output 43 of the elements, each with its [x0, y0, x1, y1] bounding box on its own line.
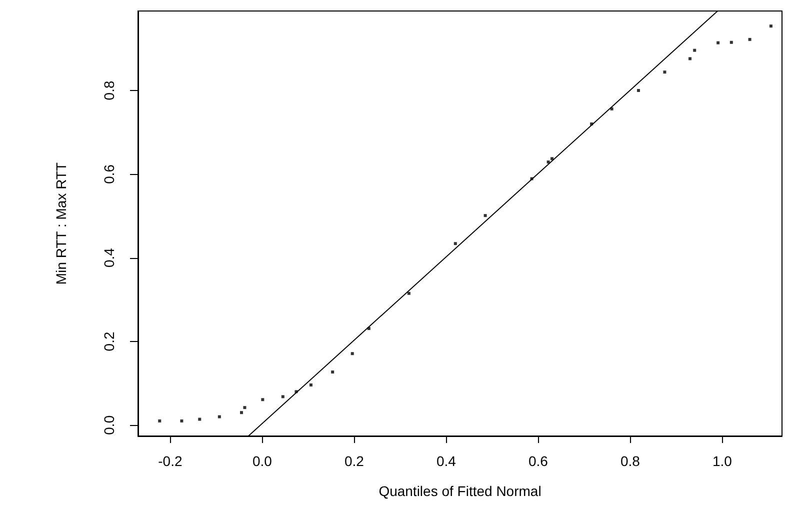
x-tick-label: 0.2	[344, 453, 364, 469]
point	[546, 160, 550, 164]
point	[281, 395, 284, 398]
point	[748, 38, 752, 41]
y-tick-label: 0.6	[101, 164, 117, 184]
x-tick-label: 0.0	[252, 453, 272, 469]
point	[610, 107, 614, 110]
x-axis-title: Quantiles of Fitted Normal	[378, 483, 542, 499]
point	[158, 419, 162, 422]
y-tick-label: 0.2	[101, 332, 117, 352]
x-tick-label: 0.4	[436, 453, 456, 469]
x-tick-label: 0.8	[620, 453, 640, 469]
point	[294, 390, 298, 394]
point	[590, 122, 594, 126]
x-tick-label: 1.0	[712, 453, 732, 469]
point	[769, 24, 772, 28]
point	[663, 70, 666, 74]
point	[309, 383, 312, 386]
point	[350, 352, 354, 356]
x-tick-label: 0.6	[528, 453, 548, 469]
point	[693, 48, 696, 52]
point	[331, 370, 334, 374]
point	[688, 57, 692, 60]
point	[261, 398, 264, 402]
x-tick-label: -0.2	[158, 453, 182, 469]
point	[454, 242, 457, 246]
point	[240, 411, 243, 414]
point	[198, 418, 202, 421]
y-tick-label: 0.4	[101, 248, 117, 268]
point	[180, 419, 184, 422]
y-tick-label: 0.0	[101, 415, 117, 435]
point	[530, 177, 534, 180]
point	[367, 326, 370, 330]
point	[407, 292, 410, 295]
point	[243, 406, 246, 410]
y-tick-label: 0.8	[101, 80, 117, 100]
point	[730, 40, 733, 44]
point	[636, 88, 640, 92]
point	[218, 415, 221, 418]
point	[716, 41, 720, 44]
y-axis-title: Min RTT : Max RTT	[53, 162, 69, 285]
point	[484, 214, 487, 218]
point	[550, 157, 554, 160]
